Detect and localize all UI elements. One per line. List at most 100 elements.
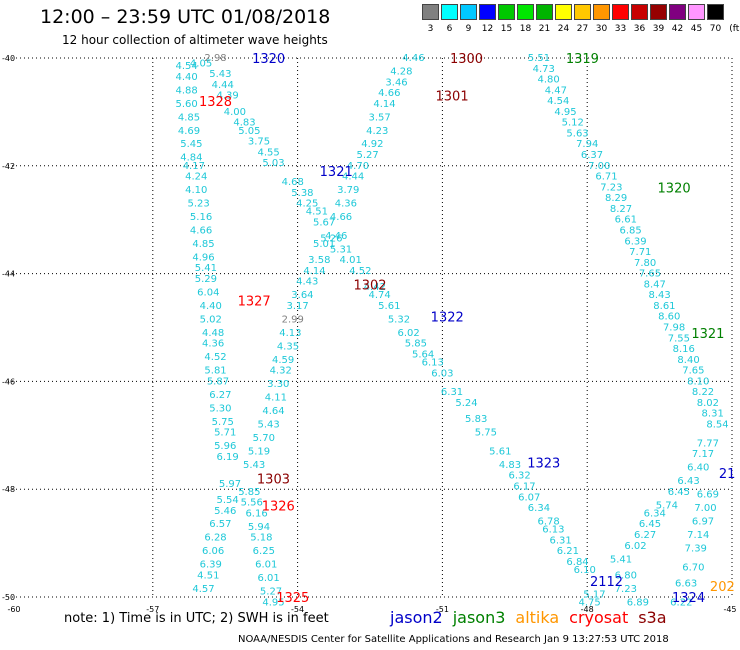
wave-height-value: 5.27 [356,150,378,161]
wave-height-value: 5.85 [238,487,260,498]
wave-height-value: 6.70 [682,562,704,573]
wave-height-value: 5.87 [207,376,229,387]
wave-height-value: 8.31 [702,409,724,420]
wave-height-value: 5.56 [241,498,263,509]
wave-height-value: 8.43 [648,290,670,301]
wave-height-value: 4.14 [303,266,325,277]
wave-height-value: 6.13 [542,525,564,536]
lon-tick-label: -45 [723,605,736,614]
wave-height-value: 7.98 [663,323,685,334]
legend-swatch-label: 33 [614,24,627,34]
wave-height-value: 4.35 [277,341,299,352]
wave-height-value: 4.43 [296,277,318,288]
track-c: 4.464.283.464.664.143.574.234.925.274.70… [238,53,424,608]
wave-height-value: 4.44 [342,172,364,183]
legend-swatch-label: 18 [519,24,532,34]
pass-number-label: 1327 [238,295,271,310]
lat-tick-label: -46 [2,377,15,386]
legend-swatch [479,4,496,20]
wave-height-value: 5.02 [200,314,222,325]
wave-height-value: 5.03 [262,158,284,169]
pass-number-label: 1321 [320,165,353,180]
legend-swatch [555,4,572,20]
wave-height-value: 3.17 [286,301,308,312]
wave-height-value: 6.17 [513,482,535,493]
wave-height-value: 8.54 [706,420,728,431]
wave-height-value: 6.10 [574,565,596,576]
wave-height-value: 4.23 [366,126,388,137]
wave-height-value: 4.44 [212,80,234,91]
wave-height-value: 4.54 [547,96,569,107]
wave-height-value: 6.39 [624,236,646,247]
wave-height-value: 7.55 [668,333,690,344]
pass-number-label: 21 [719,467,736,482]
legend-swatch [688,4,705,20]
pass-number-label: 1300 [450,52,483,67]
wave-height-value: 4.17 [183,161,205,172]
satellite-altika-label: altika [515,608,560,627]
wave-height-value: 6.02 [624,541,646,552]
wave-height-value: 4.11 [265,393,287,404]
wave-height-value: 2.98 [204,53,226,64]
legend-swatch-label: 39 [652,24,665,34]
wave-height-value: 4.95 [554,107,576,118]
wave-height-value: 8.40 [677,355,699,366]
wave-height-value: 6.84 [566,557,588,568]
wave-height-value: 7.77 [697,438,719,449]
wave-height-value: 6.71 [595,172,617,183]
wave-height-value: 5.43 [243,460,265,471]
wave-height-value: 5.45 [180,139,202,150]
wave-height-value: 5.96 [214,441,236,452]
wave-height-value: 6.31 [441,387,463,398]
wave-height-value: 5.43 [258,420,280,431]
wave-height-value: 6.43 [677,476,699,487]
wave-height-value: 8.61 [653,301,675,312]
legend-unit: (ft) [729,24,740,34]
wave-height-value: 4.66 [190,225,212,236]
wave-height-value: 6.13 [422,358,444,369]
wave-height-value: 6.45 [668,487,690,498]
pass-number-label: 202 [710,580,735,595]
wave-height-value: 7.94 [576,139,598,150]
wave-height-value: 5.85 [405,339,427,350]
wave-height-value: 6.78 [537,517,559,528]
wave-height-value: 6.22 [670,597,692,608]
wave-height-value: 5.46 [214,506,236,517]
pass-number-label: 1324 [672,591,705,606]
wave-height-value: 5.05 [238,126,260,137]
wave-height-value: 6.07 [518,492,540,503]
wave-height-value: 5.30 [209,403,231,414]
lon-tick-label: -51 [436,605,449,614]
wave-height-value: 3.58 [308,255,330,266]
legend-swatch-label: 27 [576,24,589,34]
track-e: 7.177.776.406.436.455.746.346.456.276.02… [610,438,719,608]
wave-height-value: 8.22 [692,387,714,398]
wave-height-value: 5.74 [656,500,678,511]
wave-height-value: 6.16 [245,508,267,519]
wave-height-value: 8.47 [644,279,666,290]
wave-height-value: 4.83 [233,118,255,129]
wave-height-value: 4.46 [402,53,424,64]
lat-tick-label: -42 [2,162,15,171]
wave-height-value: 6.45 [639,519,661,530]
wave-height-value: 5.60 [175,99,197,110]
pass-number-label: 1326 [262,499,295,514]
wave-height-value: 6.28 [204,533,226,544]
wave-height-value: 7.14 [687,530,709,541]
wave-height-value: 4.85 [178,112,200,123]
wave-height-value: 3.75 [248,137,270,148]
wave-height-value: 5.94 [248,522,270,533]
wave-height-value: 5.43 [209,69,231,80]
wave-height-value: 4.24 [185,172,207,183]
pass-number-label: 1303 [257,472,290,487]
wave-height-value: 6.63 [675,579,697,590]
track-a: 2.984.054.544.404.885.604.854.695.454.84… [175,53,241,595]
satellite-jason3-label: jason3 [452,608,506,627]
pass-number-label: 1301 [436,90,469,105]
wave-height-value: 5.01 [313,239,335,250]
wave-height-value: 6.02 [397,328,419,339]
wave-height-value: 7.39 [685,543,707,554]
wave-height-value: 6.21 [557,546,579,557]
wave-height-value: 6.31 [550,535,572,546]
wave-height-value: 5.51 [528,53,550,64]
